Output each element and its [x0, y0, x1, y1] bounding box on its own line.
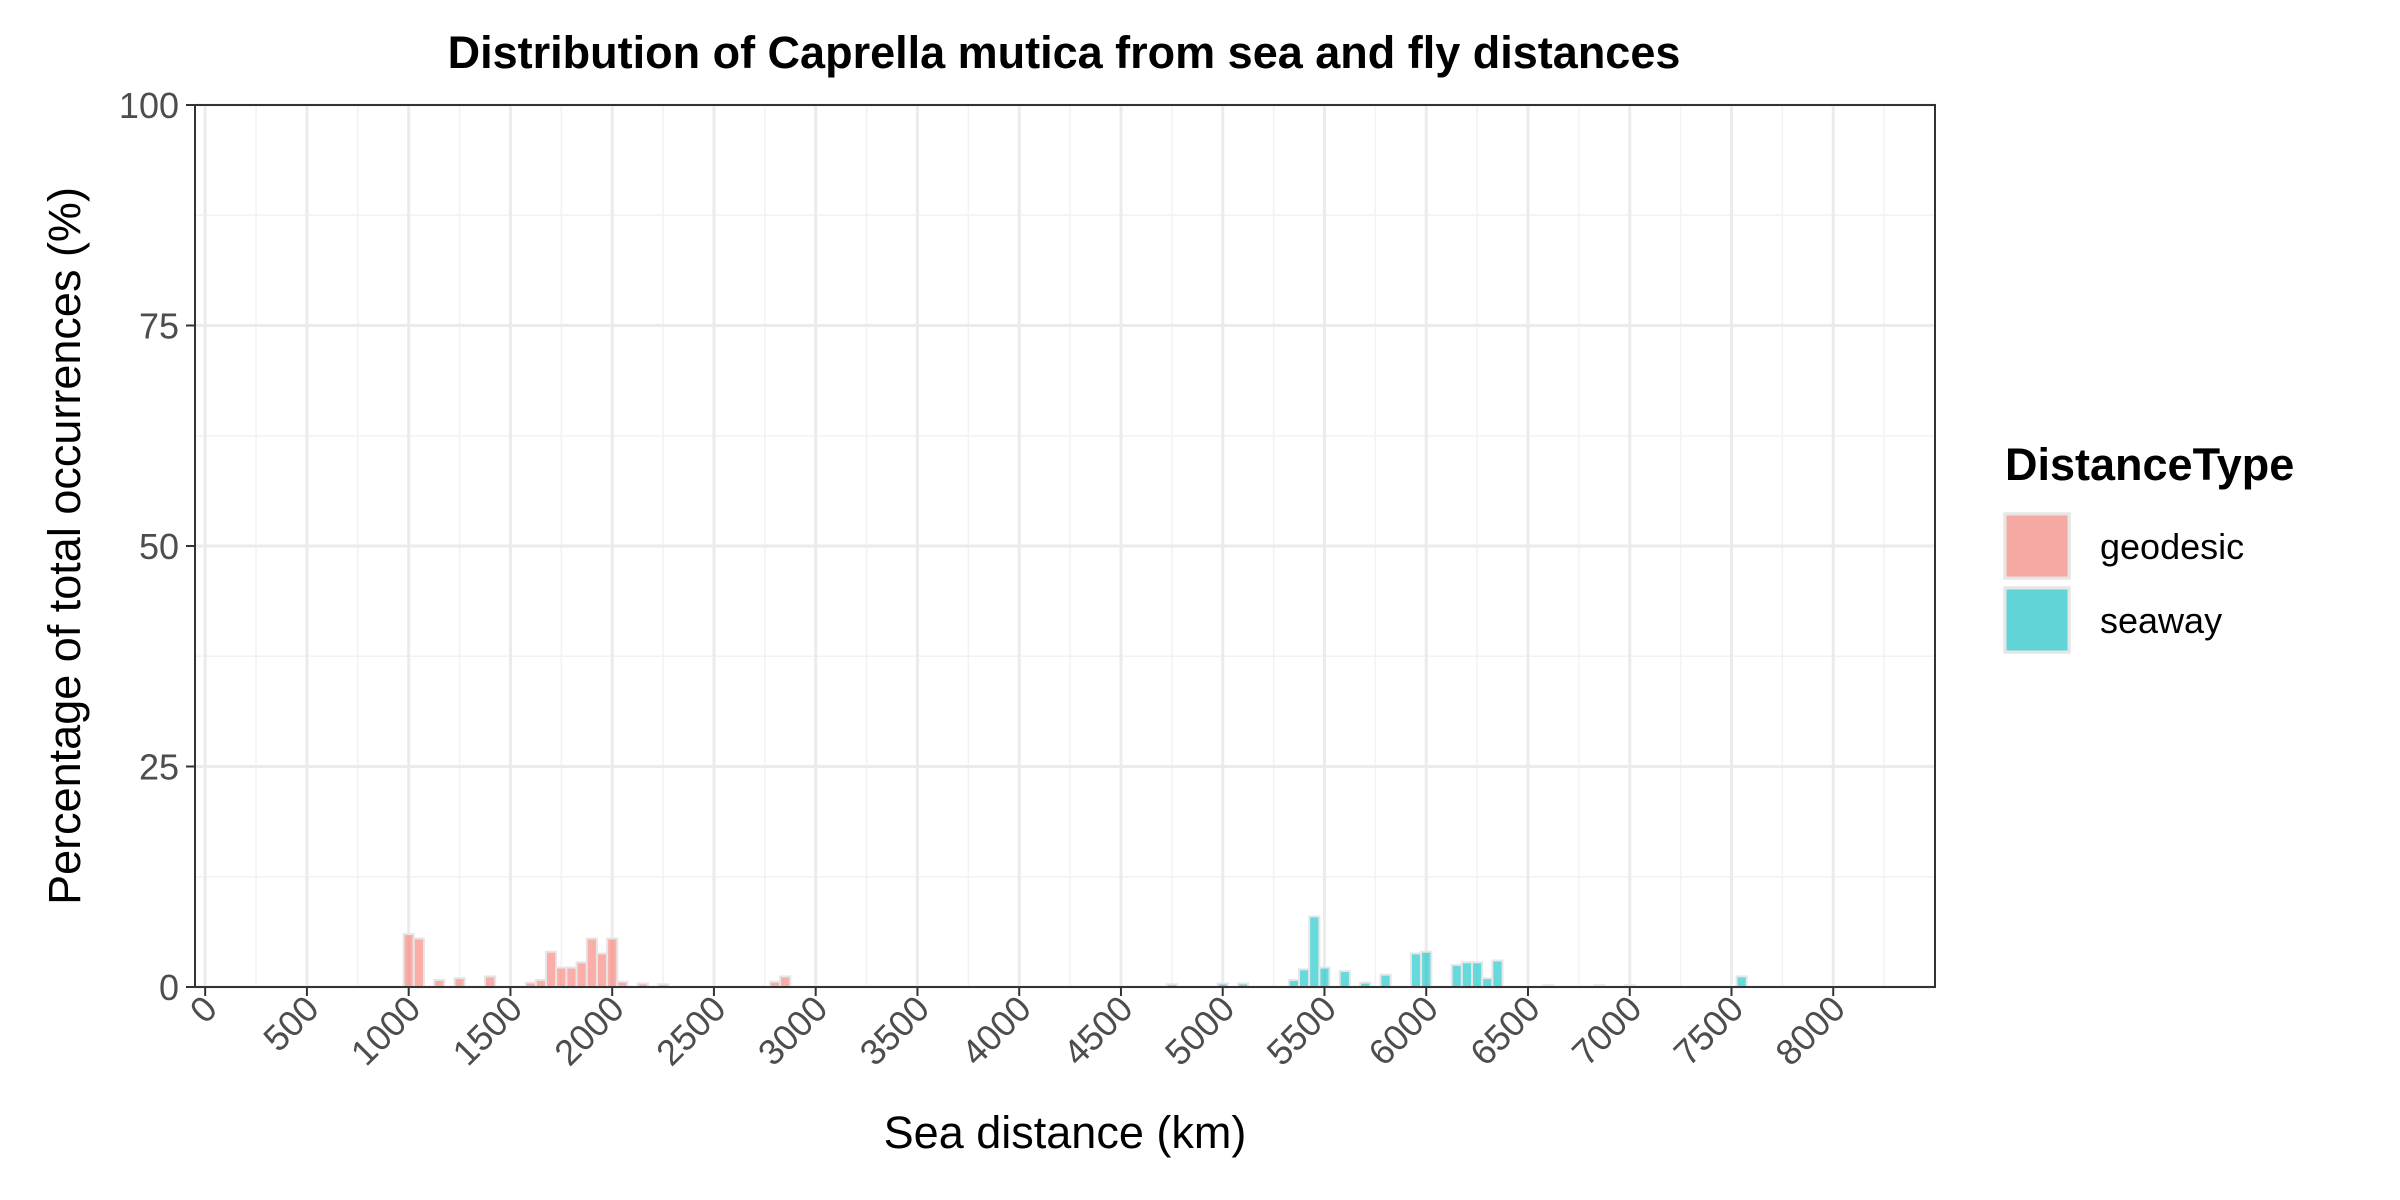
- x-tick-label: 7500: [1666, 988, 1752, 1074]
- bar-seaway: [1460, 961, 1474, 989]
- bar-geodesic: [585, 937, 598, 988]
- x-tick-label: 6000: [1360, 988, 1446, 1074]
- legend-item-geodesic: geodesic: [2003, 512, 2244, 580]
- y-tick-label: 25: [139, 747, 179, 788]
- x-tick-label: 0: [182, 988, 225, 1031]
- bar-seaway: [1318, 966, 1331, 989]
- bar-seaway: [1471, 961, 1484, 989]
- bar-geodesic: [565, 966, 578, 989]
- legend-title: DistanceType: [2005, 439, 2294, 490]
- y-tick-label: 100: [119, 85, 179, 126]
- bar-seaway: [1338, 970, 1351, 989]
- bar-geodesic: [402, 933, 415, 989]
- y-tick-label: 75: [139, 306, 179, 347]
- bar-seaway: [1379, 973, 1392, 988]
- chart-title: Distribution of Caprella mutica from sea…: [448, 27, 1681, 78]
- bars: [402, 915, 1748, 989]
- legend: DistanceType geodesic seaway: [2003, 439, 2294, 654]
- bar-seaway: [1420, 950, 1433, 988]
- x-tick-label: 1000: [343, 988, 429, 1074]
- bar-geodesic: [453, 977, 466, 988]
- x-tick-label: 4000: [953, 988, 1039, 1074]
- bar-geodesic: [595, 952, 609, 989]
- x-tick-label: 500: [255, 988, 326, 1059]
- x-tick-label: 4500: [1055, 988, 1141, 1074]
- x-tick-label: 7000: [1564, 988, 1650, 1074]
- bar-seaway: [1287, 978, 1301, 988]
- bar-geodesic: [484, 975, 497, 989]
- x-tick-label: 3500: [851, 988, 937, 1074]
- legend-item-seaway: seaway: [2003, 586, 2222, 654]
- bar-seaway: [1481, 977, 1494, 988]
- bar-seaway: [1491, 959, 1504, 988]
- legend-label-geodesic: geodesic: [2100, 526, 2244, 567]
- bar-geodesic: [606, 937, 619, 988]
- x-tick-label: 6500: [1462, 988, 1548, 1074]
- bar-seaway: [1409, 952, 1423, 989]
- bar-seaway: [1450, 963, 1463, 989]
- x-tick-label: 5000: [1157, 988, 1243, 1074]
- bar-geodesic: [779, 975, 792, 989]
- x-tick-label: 1500: [444, 988, 530, 1074]
- bar-seaway: [1735, 975, 1748, 989]
- bar-geodesic: [555, 966, 568, 989]
- x-tick-label: 8000: [1767, 988, 1853, 1074]
- y-tick-label: 50: [139, 526, 179, 567]
- bar-geodesic: [534, 978, 548, 988]
- y-tick-label: 0: [159, 967, 179, 1008]
- y-axis-title: Percentage of total occurrences (%): [39, 187, 90, 905]
- bar-geodesic: [433, 978, 446, 988]
- bar-geodesic: [545, 950, 558, 988]
- bar-seaway: [1308, 915, 1321, 988]
- x-tick-label: 2500: [648, 988, 734, 1074]
- bar-geodesic: [575, 961, 588, 989]
- bar-seaway: [1298, 968, 1311, 988]
- x-tick-label: 3000: [750, 988, 836, 1074]
- legend-swatch-seaway: [2003, 586, 2071, 654]
- legend-label-seaway: seaway: [2100, 600, 2222, 641]
- bar-geodesic: [412, 937, 425, 988]
- grid: [195, 103, 1935, 989]
- legend-items: geodesic seaway: [2003, 512, 2244, 654]
- x-tick-label: 5500: [1259, 988, 1345, 1074]
- x-tick-label: 2000: [546, 988, 632, 1074]
- legend-swatch-geodesic: [2003, 512, 2071, 580]
- x-axis-title: Sea distance (km): [884, 1107, 1247, 1158]
